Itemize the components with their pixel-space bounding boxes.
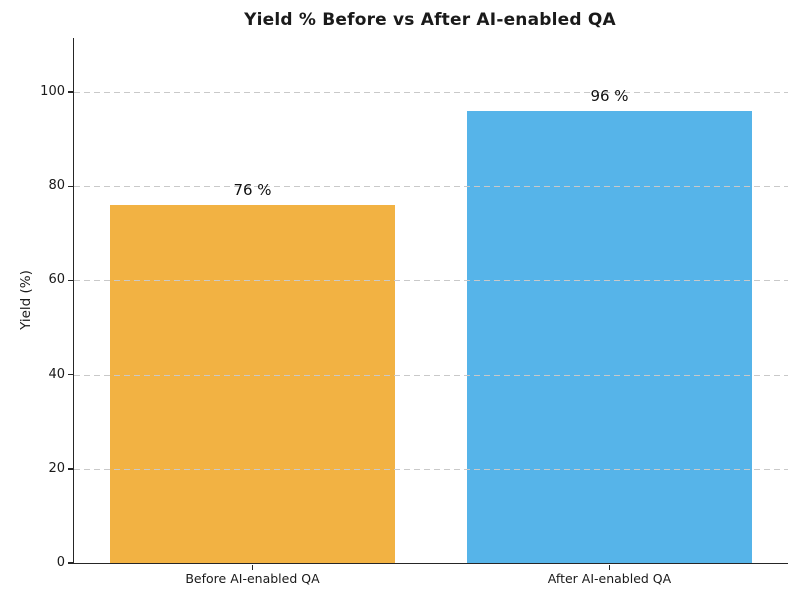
y-tick-label: 20 bbox=[48, 460, 65, 476]
y-tick-mark bbox=[68, 468, 74, 470]
y-gridline bbox=[74, 92, 788, 94]
x-tick-mark bbox=[251, 565, 254, 570]
y-tick-label: 80 bbox=[48, 178, 65, 194]
y-tick-mark bbox=[68, 91, 74, 93]
bar-before-ai-enabled-qa bbox=[109, 205, 396, 563]
y-gridline bbox=[74, 374, 788, 376]
y-tick-mark bbox=[68, 373, 74, 376]
x-tick-label-before-ai-enabled-qa: Before AI-enabled QA bbox=[185, 571, 320, 586]
y-tick-mark bbox=[68, 185, 74, 187]
bar-after-ai-enabled-qa bbox=[466, 110, 753, 563]
bar-value-label: 76 % bbox=[233, 181, 272, 200]
plot-area: 76 % Before AI-enabled QA 96 % After AI-ena… bbox=[40, 38, 788, 586]
y-gridline bbox=[74, 280, 788, 282]
y-gridline bbox=[74, 186, 788, 188]
y-tick-label: 100 bbox=[40, 84, 65, 100]
x-tick-mark bbox=[608, 565, 611, 570]
chart-title: Yield % Before vs After AI-enabled QA bbox=[244, 10, 616, 30]
y-tick-mark bbox=[68, 279, 74, 282]
y-tick-label: 40 bbox=[48, 366, 65, 382]
y-tick-mark bbox=[68, 562, 74, 564]
bar-value-label: 96 % bbox=[590, 86, 629, 105]
x-tick-label-after-ai-enabled-qa: After AI-enabled QA bbox=[547, 571, 672, 586]
y-gridline bbox=[74, 468, 788, 470]
y-tick-label: 60 bbox=[48, 272, 65, 288]
y-tick-label: 0 bbox=[56, 555, 65, 570]
